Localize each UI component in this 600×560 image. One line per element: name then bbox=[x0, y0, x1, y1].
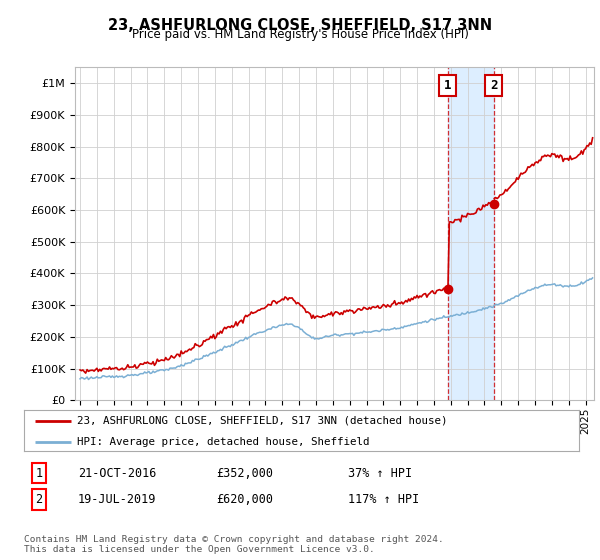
Text: HPI: Average price, detached house, Sheffield: HPI: Average price, detached house, Shef… bbox=[77, 437, 369, 447]
Text: 19-JUL-2019: 19-JUL-2019 bbox=[78, 493, 157, 506]
Text: 37% ↑ HPI: 37% ↑ HPI bbox=[348, 466, 412, 480]
Text: Contains HM Land Registry data © Crown copyright and database right 2024.
This d: Contains HM Land Registry data © Crown c… bbox=[24, 535, 444, 554]
Text: 2: 2 bbox=[35, 493, 43, 506]
Text: 117% ↑ HPI: 117% ↑ HPI bbox=[348, 493, 419, 506]
Bar bbox=[448, 67, 494, 400]
Text: 23, ASHFURLONG CLOSE, SHEFFIELD, S17 3NN: 23, ASHFURLONG CLOSE, SHEFFIELD, S17 3NN bbox=[108, 18, 492, 33]
Text: 1: 1 bbox=[444, 79, 451, 92]
Text: 23, ASHFURLONG CLOSE, SHEFFIELD, S17 3NN (detached house): 23, ASHFURLONG CLOSE, SHEFFIELD, S17 3NN… bbox=[77, 416, 447, 426]
Text: £352,000: £352,000 bbox=[216, 466, 273, 480]
Text: Price paid vs. HM Land Registry's House Price Index (HPI): Price paid vs. HM Land Registry's House … bbox=[131, 28, 469, 41]
Text: 2: 2 bbox=[490, 79, 497, 92]
Text: 21-OCT-2016: 21-OCT-2016 bbox=[78, 466, 157, 480]
Text: 1: 1 bbox=[35, 466, 43, 480]
Text: £620,000: £620,000 bbox=[216, 493, 273, 506]
